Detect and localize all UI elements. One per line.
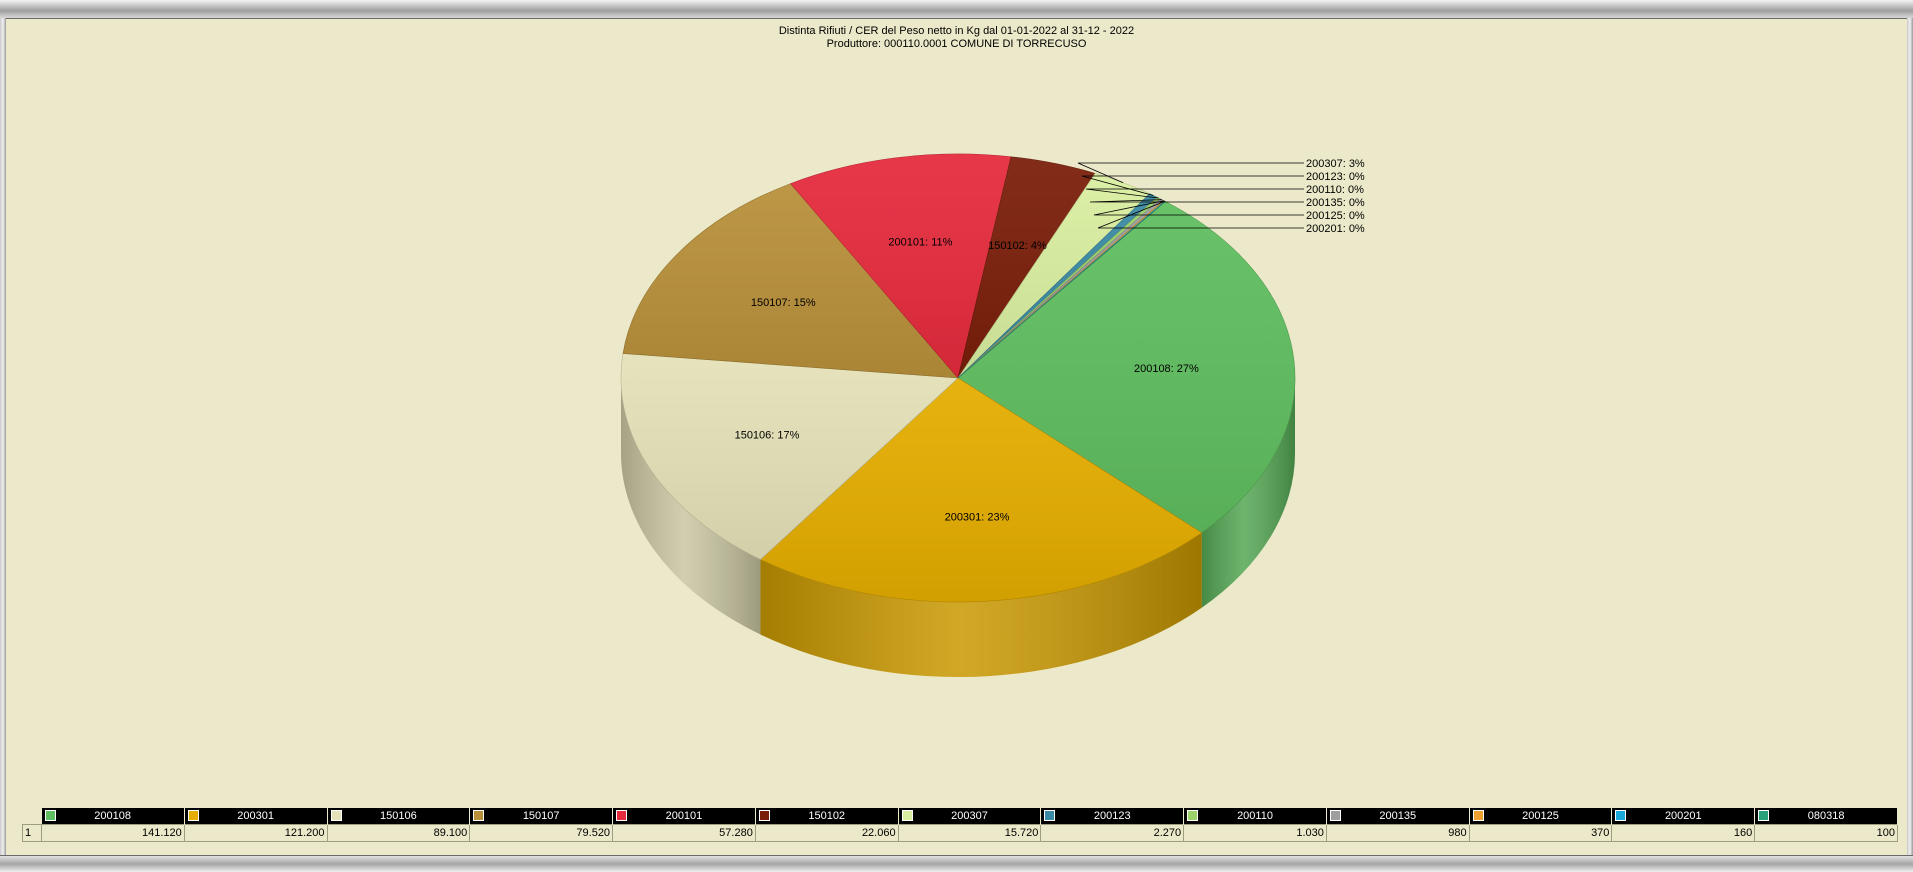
legend-label-200110: 200110 [1237, 810, 1273, 822]
legend-swatch-150106 [330, 810, 342, 821]
legend-swatch-200101 [616, 810, 628, 821]
legend-label-200307: 200307 [951, 810, 988, 822]
legend-label-200201: 200201 [1664, 810, 1702, 822]
pie-leader-200201 [1097, 200, 1304, 229]
pie-slice-shade-200101 [790, 154, 1012, 378]
legend-swatch-200301 [187, 810, 199, 821]
pie-label-200110: 200110: 0% [1306, 184, 1364, 196]
legend-label-200108: 200108 [94, 810, 131, 822]
pie-top [620, 153, 1296, 603]
legend-entry-200123: 200123 [1040, 808, 1185, 825]
legend-swatch-200307 [901, 810, 913, 821]
legend-values-row: 1 141.120 121.200 89.100 79.520 57.280 22.060 1… [22, 824, 1898, 842]
pie-label-200307: 200307: 3% [1306, 158, 1365, 170]
legend-row-index: 1 [22, 824, 42, 842]
pie-slice-shade-200108 [958, 201, 1295, 533]
legend-entry-200125: 200125 [1469, 808, 1613, 825]
legend-value-150107: 79.520 [469, 824, 614, 842]
legend-entry-200101: 200101 [612, 808, 756, 825]
pie-label-200123: 200123: 0% [1306, 171, 1365, 183]
legend-entry-200135: 200135 [1326, 808, 1470, 825]
pie-side-shade-200301 [760, 532, 1202, 678]
legend-label-200125: 200125 [1522, 810, 1559, 822]
chart-title: Distinta Rifiuti / CER del Peso netto in… [778, 25, 1135, 37]
pie-side-shade-150106 [621, 378, 761, 635]
legend-entry-150107: 150107 [469, 808, 614, 825]
legend-swatch-200125 [1472, 810, 1484, 821]
legend-label-200101: 200101 [665, 810, 703, 822]
pie-label-200125: 200125: 0% [1306, 210, 1365, 222]
window-right-border [1907, 18, 1913, 855]
legend-label-150106: 150106 [380, 810, 417, 822]
pie-leader-200110 [1085, 188, 1304, 199]
legend-swatch-200123 [1044, 810, 1056, 821]
pie-slice-shade-200307 [958, 173, 1150, 378]
legend-corner [23, 808, 42, 825]
legend-label-200301: 200301 [237, 810, 274, 822]
pie-side-shade-200108 [1201, 378, 1295, 608]
legend-entry-200301: 200301 [184, 808, 328, 825]
pie-label-150106: 150106: 17% [735, 429, 800, 441]
legend-swatch-150102 [758, 810, 770, 821]
legend-entry-200201: 200201 [1611, 808, 1756, 825]
legend-label-200123: 200123 [1093, 810, 1131, 822]
pie-label-200201: 200201: 0% [1306, 223, 1365, 235]
window-title-bar [0, 0, 1913, 19]
legend-value-150106: 89.100 [326, 824, 471, 842]
legend-value-200108: 141.120 [41, 824, 185, 842]
legend-entry-200110: 200110 [1183, 808, 1327, 825]
legend-value-200135: 980 [1325, 824, 1470, 842]
pie-leader-200135 [1089, 199, 1304, 203]
pie-slice-shade-200110 [958, 197, 1161, 378]
legend-swatch-200110 [1187, 810, 1199, 821]
pie-chart: 200108: 27% 200301: 23% 150106: 17% 150107:… [620, 153, 1365, 678]
legend-entry-150106: 150106 [327, 808, 471, 825]
legend-label-150102: 150102 [808, 810, 846, 822]
pie-labels: 200108: 27% 200301: 23% 150106: 17% 150107:… [735, 158, 1365, 523]
legend-value-200307: 15.720 [897, 824, 1042, 842]
pie-label-200108: 200108: 27% [1134, 363, 1199, 375]
legend-swatch-150107 [473, 810, 485, 821]
pie-slice-shade-150106 [621, 353, 958, 560]
pie-label-150102: 150102: 4% [988, 240, 1047, 252]
chart-titles: Distinta Rifiuti / CER del Peso netto in… [0, 25, 1913, 51]
legend-entry-150102: 150102 [755, 808, 899, 825]
pie-label-200101: 200101: 11% [888, 236, 952, 248]
chart-subtitle: Produttore: 000110.0001 COMUNE DI TORREC… [826, 38, 1087, 50]
legend-value-200123: 2.270 [1040, 824, 1185, 842]
pie-sides [621, 378, 1295, 678]
legend-table: 200108 200301 150106 150107 200101 150102 2003… [22, 808, 1898, 842]
legend-value-200110: 1.030 [1183, 824, 1327, 842]
window-left-border [0, 18, 6, 855]
pie-slice-shade-080318 [958, 201, 1166, 378]
legend-swatch-200108 [44, 810, 56, 821]
legend-entry-080318: 080318 [1754, 808, 1898, 825]
legend-label-080318: 080318 [1807, 810, 1845, 822]
pie-slice-shade-150102 [958, 156, 1096, 378]
pie-label-150107: 150107: 15% [751, 297, 816, 309]
legend-swatch-200135 [1329, 810, 1341, 821]
pie-slice-shade-200301 [760, 378, 1202, 603]
pie-leader-200125 [1093, 200, 1304, 216]
pie-slice-shade-200123 [958, 193, 1158, 378]
legend-value-080318: 100 [1754, 824, 1898, 842]
legend-header-row: 200108 200301 150106 150107 200101 150102 2003… [23, 808, 1898, 825]
legend-entry-200307: 200307 [898, 808, 1042, 825]
pie-slice-shade-150107 [623, 183, 958, 378]
pie-label-200301: 200301: 23% [945, 511, 1010, 523]
legend-entry-200108: 200108 [41, 808, 185, 825]
legend-label-200135: 200135 [1379, 810, 1417, 822]
legend-swatch-200201 [1615, 810, 1627, 821]
pie-label-200135: 200135: 0% [1306, 197, 1365, 209]
window-bottom-border [0, 855, 1913, 872]
legend-value-200201: 160 [1611, 824, 1756, 842]
legend-swatch-080318 [1758, 810, 1770, 821]
legend-value-200101: 57.280 [612, 824, 756, 842]
legend-value-200301: 121.200 [183, 824, 328, 842]
legend-value-150102: 22.060 [754, 824, 899, 842]
legend-value-200125: 370 [1468, 824, 1613, 842]
legend-label-150107: 150107 [522, 810, 560, 822]
